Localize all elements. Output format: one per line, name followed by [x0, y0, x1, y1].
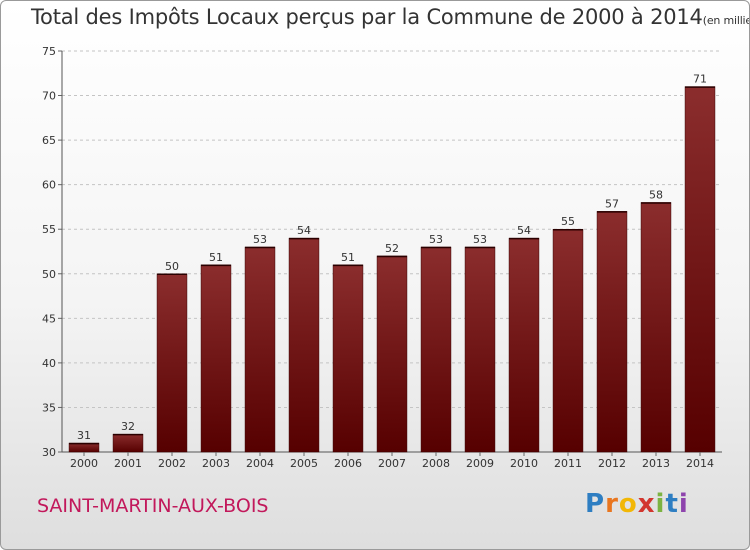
x-tick-label: 2013 — [642, 457, 670, 470]
bar — [684, 86, 716, 453]
data-label: 71 — [693, 73, 707, 86]
logo-letter: P — [585, 489, 606, 519]
data-label: 54 — [517, 224, 531, 237]
x-tick-label: 2002 — [158, 457, 186, 470]
logo-letter: i — [655, 489, 666, 519]
y-tick-label: 45 — [42, 312, 56, 325]
logo-letter: x — [637, 489, 656, 519]
data-label: 58 — [649, 188, 663, 201]
bar — [552, 228, 584, 453]
x-tick-label: 2000 — [70, 457, 98, 470]
bar — [288, 237, 320, 453]
x-tick-label: 2012 — [598, 457, 626, 470]
chart-title: Total des Impôts Locaux perçus par la Co… — [31, 5, 749, 29]
bar — [68, 442, 100, 453]
bar — [332, 264, 364, 453]
data-label: 53 — [429, 233, 443, 246]
x-tick-label: 2003 — [202, 457, 230, 470]
data-label: 50 — [165, 260, 179, 273]
bar — [112, 433, 144, 453]
bar — [420, 246, 452, 453]
bar — [596, 211, 628, 453]
bar — [508, 237, 540, 453]
data-label: 53 — [253, 233, 267, 246]
logo-letter: t — [665, 489, 679, 519]
y-tick-label: 60 — [42, 179, 56, 192]
x-tick-label: 2014 — [686, 457, 714, 470]
y-tick-label: 35 — [42, 401, 56, 414]
data-label: 31 — [77, 429, 91, 442]
x-tick-label: 2011 — [554, 457, 582, 470]
logo-letter: o — [618, 489, 638, 519]
bar — [640, 202, 672, 453]
y-tick-label: 40 — [42, 357, 56, 370]
chart-title-unit: (en milliers d'€) — [702, 14, 749, 27]
bar — [464, 246, 496, 453]
y-tick-label: 55 — [42, 223, 56, 236]
y-tick-label: 50 — [42, 268, 56, 281]
x-tick-label: 2006 — [334, 457, 362, 470]
bar — [156, 273, 188, 453]
data-label: 51 — [341, 251, 355, 264]
x-tick-label: 2008 — [422, 457, 450, 470]
data-label: 53 — [473, 233, 487, 246]
data-label: 57 — [605, 197, 619, 210]
chart-title-text: Total des Impôts Locaux perçus par la Co… — [31, 5, 703, 29]
bar — [244, 246, 276, 453]
data-label: 55 — [561, 215, 575, 228]
y-tick-label: 70 — [42, 90, 56, 103]
logo-letter: r — [605, 489, 619, 519]
commune-name: SAINT-MARTIN-AUX-BOIS — [37, 495, 269, 517]
data-label: 52 — [385, 242, 399, 255]
x-tick-label: 2004 — [246, 457, 274, 470]
data-label: 32 — [121, 420, 135, 433]
y-tick-label: 65 — [42, 134, 56, 147]
x-tick-label: 2005 — [290, 457, 318, 470]
x-tick-label: 2007 — [378, 457, 406, 470]
data-label: 51 — [209, 251, 223, 264]
bar — [376, 255, 408, 453]
logo-letter: i — [678, 489, 689, 519]
x-tick-label: 2001 — [114, 457, 142, 470]
x-tick-label: 2009 — [466, 457, 494, 470]
y-tick-label: 75 — [42, 45, 56, 58]
data-label: 54 — [297, 224, 311, 237]
bar — [200, 264, 232, 453]
proxiti-logo: Proxiti — [585, 489, 689, 519]
x-tick-label: 2010 — [510, 457, 538, 470]
y-tick-label: 30 — [42, 446, 56, 459]
